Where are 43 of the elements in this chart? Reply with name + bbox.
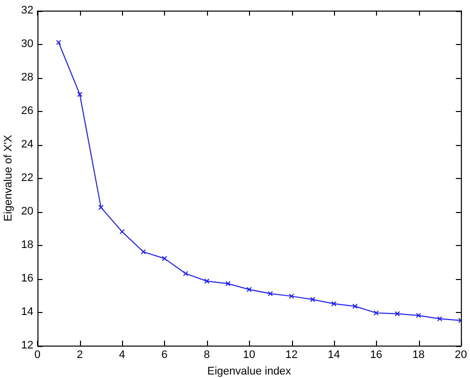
point bbox=[268, 291, 273, 296]
point bbox=[437, 316, 442, 322]
point bbox=[374, 310, 379, 316]
y-tick-label: 20 bbox=[21, 206, 34, 218]
y-tick-label: 26 bbox=[21, 105, 34, 118]
point bbox=[331, 301, 336, 306]
y-tick-label: 28 bbox=[21, 72, 34, 84]
x-tick-label: 20 bbox=[454, 349, 468, 362]
point bbox=[394, 311, 400, 316]
x-tick-label: 18 bbox=[412, 349, 425, 362]
point bbox=[162, 256, 168, 262]
point bbox=[288, 294, 294, 299]
x-tick-label: 10 bbox=[243, 349, 256, 362]
point bbox=[352, 304, 358, 309]
x-tick-label: 4 bbox=[119, 349, 126, 362]
y-axis-title: Eigenvalue of X'X bbox=[2, 134, 15, 222]
y-tick-label: 24 bbox=[21, 138, 34, 151]
point bbox=[98, 204, 104, 210]
y-tick-label: 14 bbox=[21, 306, 34, 318]
y-tick-label: 18 bbox=[21, 239, 34, 252]
point bbox=[56, 40, 62, 46]
y-tick-label: 12 bbox=[21, 340, 34, 352]
x-tick-label: 2 bbox=[76, 349, 83, 362]
x-tick-label: 8 bbox=[204, 349, 210, 362]
x-tick-label: 14 bbox=[328, 349, 340, 362]
y-tick-label: 30 bbox=[21, 38, 34, 50]
x-tick-label: 6 bbox=[161, 349, 168, 362]
x-axis-title: Eigenvalue index bbox=[207, 365, 292, 378]
x-tick-label: 12 bbox=[285, 349, 298, 362]
x-tick-label: 16 bbox=[370, 349, 382, 362]
point bbox=[140, 249, 146, 254]
point bbox=[225, 281, 231, 286]
point bbox=[120, 229, 125, 234]
point bbox=[183, 270, 188, 276]
point bbox=[204, 278, 210, 284]
y-tick-label: 22 bbox=[21, 172, 34, 184]
point bbox=[416, 312, 422, 318]
point bbox=[310, 296, 316, 302]
y-tick-label: 32 bbox=[21, 4, 34, 17]
point bbox=[246, 286, 252, 292]
point bbox=[77, 92, 82, 97]
x-tick-label: 0 bbox=[34, 349, 40, 362]
y-tick-label: 16 bbox=[21, 272, 34, 285]
